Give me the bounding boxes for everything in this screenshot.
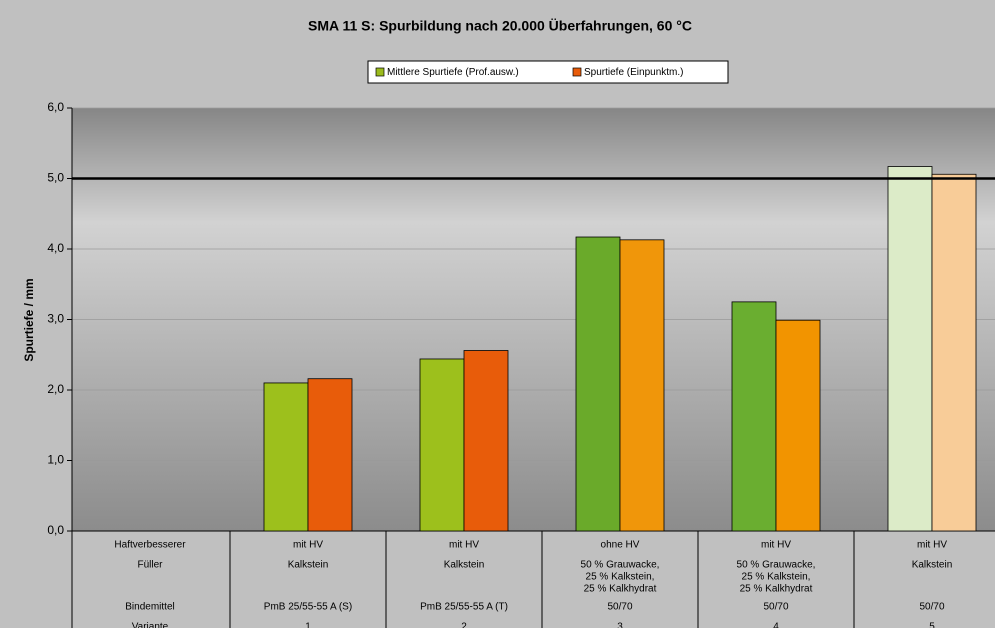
row-label: Haftverbesserer <box>114 540 186 551</box>
table-cell: 50 % Grauwacke, <box>581 560 660 571</box>
row-label: Füller <box>137 560 163 571</box>
y-tick-label: 5,0 <box>47 171 64 185</box>
row-label: Variante <box>132 622 169 628</box>
x-tick-label: 2 <box>461 622 467 628</box>
bar <box>263 382 309 532</box>
row-label: Bindemittel <box>125 602 174 613</box>
table-cell: Kalkstein <box>444 560 485 571</box>
y-tick-label: 1,0 <box>47 453 64 467</box>
table-cell: ohne HV <box>601 540 640 551</box>
table-cell: 25 % Kalkstein, <box>742 572 811 583</box>
y-tick-label: 6,0 <box>47 100 64 114</box>
bar <box>419 358 465 532</box>
x-tick-label: 5 <box>929 622 935 628</box>
table-cell: 50/70 <box>607 602 632 613</box>
bar <box>575 236 621 532</box>
legend-label: Mittlere Spurtiefe (Prof.ausw.) <box>387 67 519 78</box>
y-tick-label: 3,0 <box>47 312 64 326</box>
table-cell: mit HV <box>761 540 791 551</box>
bar <box>307 378 353 532</box>
legend-label: Spurtiefe (Einpunktm.) <box>584 67 684 78</box>
bar <box>619 239 665 532</box>
table-cell: PmB 25/55-55 A (S) <box>264 602 352 613</box>
y-tick-label: 4,0 <box>47 241 64 255</box>
table-cell: Kalkstein <box>912 560 953 571</box>
legend <box>367 60 729 84</box>
legend-swatch <box>375 67 385 77</box>
bar <box>463 350 509 532</box>
bar <box>731 301 777 532</box>
y-tick-label: 2,0 <box>47 382 64 396</box>
x-tick-label: 1 <box>305 622 311 628</box>
table-cell: 25 % Kalkhydrat <box>584 584 657 595</box>
table-cell: Kalkstein <box>288 560 329 571</box>
table-cell: 50/70 <box>763 602 788 613</box>
table-cell: PmB 25/55-55 A (T) <box>420 602 508 613</box>
y-tick-label: 0,0 <box>47 523 64 537</box>
chart-title: SMA 11 S: Spurbildung nach 20.000 Überfa… <box>308 18 692 34</box>
y-axis-label: Spurtiefe / mm <box>22 278 36 361</box>
bar <box>931 173 977 532</box>
bar <box>775 319 821 532</box>
table-cell: 50/70 <box>919 602 944 613</box>
table-cell: mit HV <box>293 540 323 551</box>
table-cell: 25 % Kalkhydrat <box>740 584 813 595</box>
table-cell: 50 % Grauwacke, <box>737 560 816 571</box>
table-cell: 25 % Kalkstein, <box>586 572 655 583</box>
table-cell: mit HV <box>917 540 947 551</box>
x-tick-label: 4 <box>773 622 779 628</box>
legend-swatch <box>572 67 582 77</box>
bar <box>887 166 933 532</box>
table-cell: mit HV <box>449 540 479 551</box>
x-tick-label: 3 <box>617 622 623 628</box>
